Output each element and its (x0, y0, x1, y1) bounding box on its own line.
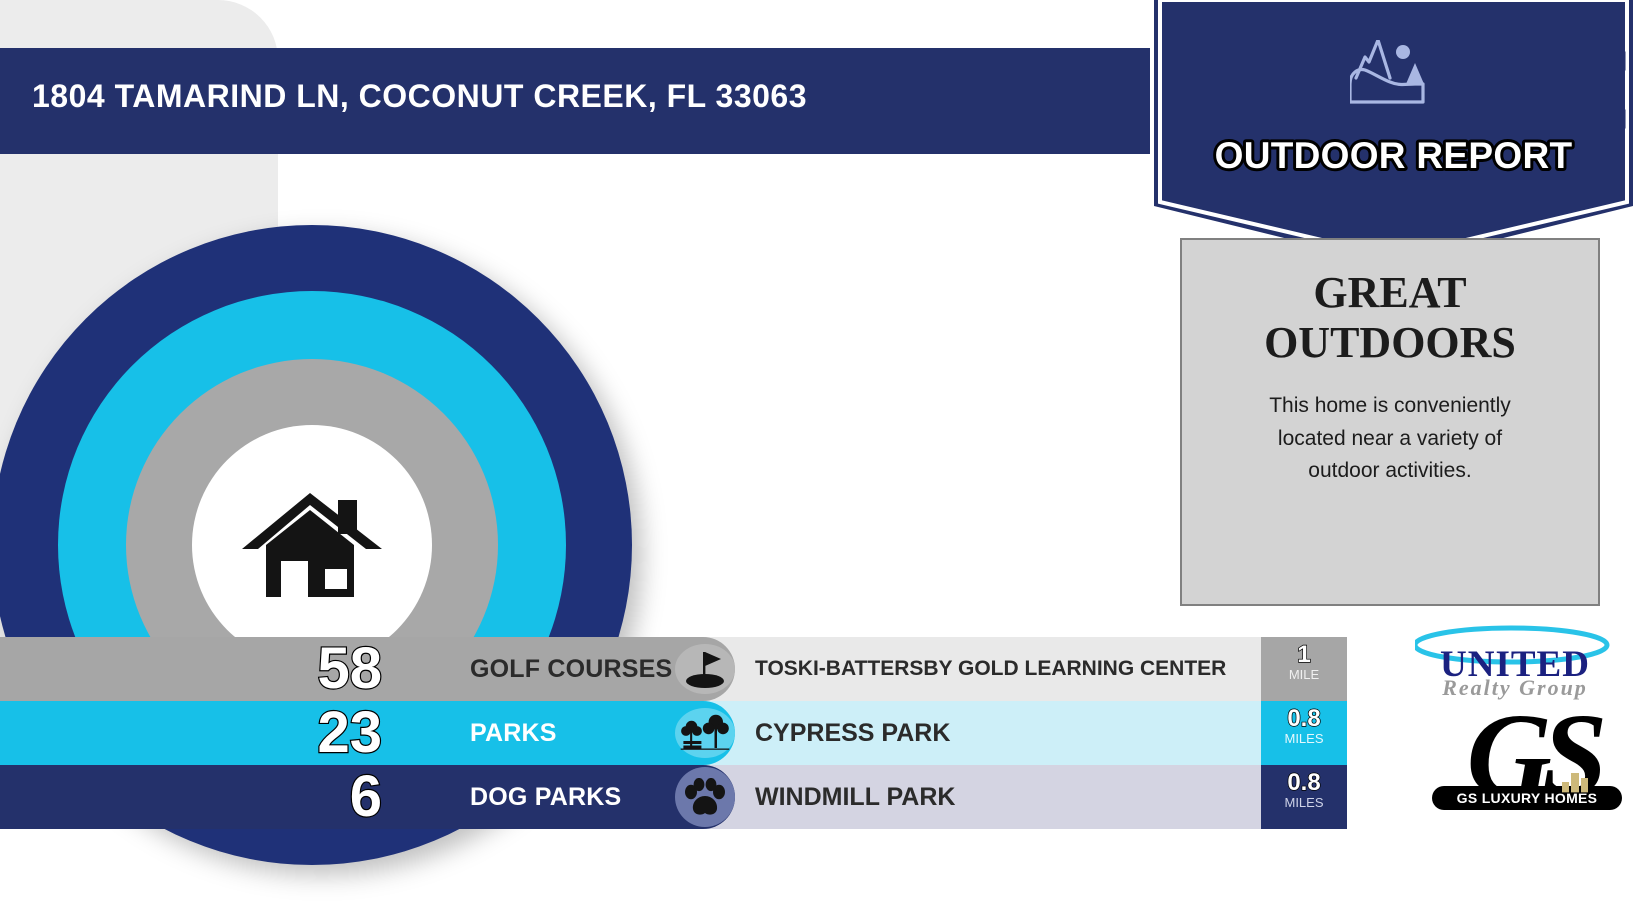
svg-text:OUTDOOR REPORT: OUTDOOR REPORT (1215, 135, 1573, 176)
